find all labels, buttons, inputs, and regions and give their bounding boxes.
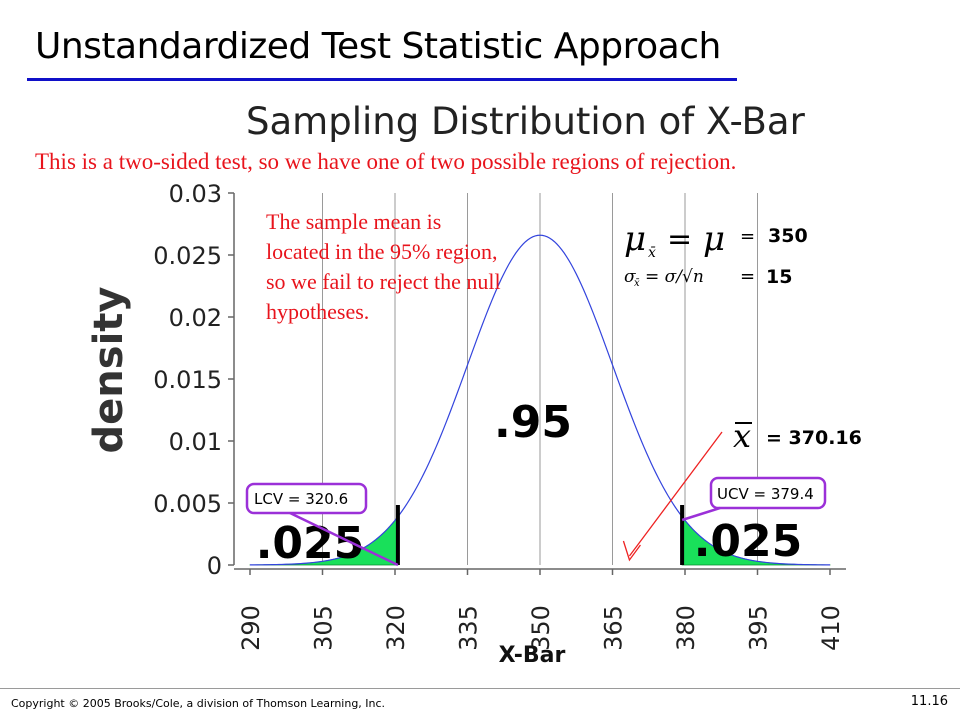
y-tick-label: 0.005: [153, 490, 222, 518]
mu-value: 350: [768, 225, 808, 247]
y-tick-label: 0: [207, 552, 222, 580]
region-label-1: .95: [494, 397, 572, 448]
footer-divider: [0, 688, 960, 689]
chart-title: Sampling Distribution of X-Bar: [246, 100, 805, 143]
ucv-callout-pointer: [681, 506, 721, 522]
title-underline: [27, 78, 737, 81]
sigma-value: 15: [766, 266, 792, 288]
sigma-subscript: x̄: [634, 278, 640, 289]
footer-copyright: Copyright © 2005 Brooks/Cole, a division…: [11, 697, 386, 710]
sample-mean-arrow: [628, 431, 723, 557]
lcv-callout-text: LCV = 320.6: [254, 490, 348, 508]
sample-mean-value: = 370.16: [766, 427, 862, 449]
mu-subscript: x̄: [648, 245, 656, 261]
sigma-formula: σ: [624, 267, 636, 287]
x-tick-label: 410: [817, 605, 845, 651]
xbar-symbol: x: [733, 417, 751, 455]
mu-xbar-symbol: μ: [624, 219, 646, 259]
lcv-callout-box: [245, 482, 368, 515]
sampling-distribution-chart: 0 0.005 0.01 0.015 0.02 0.025 0.03 290 305 320 335…: [86, 180, 862, 668]
y-tick-label: 0.03: [169, 180, 222, 208]
sigma-value-equals: =: [740, 266, 755, 287]
lcv-callout: LCV = 320.6: [245, 482, 399, 567]
mu-symbol: μ: [703, 219, 725, 259]
decision-note: The sample mean is located in the 95% re…: [266, 209, 501, 324]
y-tick-label: 0.015: [153, 366, 222, 394]
ucv-callout: UCV = 379.4: [681, 476, 827, 522]
sample-mean-arrowhead: [622, 540, 641, 562]
x-tick-label: 290: [237, 605, 265, 651]
x-tick-label: 380: [672, 605, 700, 651]
x-tick-label: 365: [600, 605, 628, 651]
annotations: .025 .95 .025 LCV = 320.6 UCV = 379.4 x = 370.…: [245, 219, 862, 569]
two-sided-note: This is a two-sided test, so we have one…: [35, 149, 737, 174]
tick-labels: 0 0.005 0.01 0.015 0.02 0.025 0.03 290 305 320 335…: [86, 180, 845, 668]
y-axis-title: density: [86, 287, 132, 454]
region-label-2: .025: [694, 516, 803, 567]
x-tick-label: 335: [455, 605, 483, 651]
density-curve-group: [249, 234, 831, 566]
x-tick-label: 305: [310, 605, 338, 651]
mu-equals: =: [667, 222, 692, 257]
x-axis-title: X-Bar: [499, 643, 566, 668]
region-label-0: .025: [256, 518, 365, 569]
y-tick-label: 0.025: [153, 242, 222, 270]
y-tick-label: 0.01: [169, 428, 222, 456]
page-number: 11.16: [910, 694, 948, 709]
mu-value-equals: =: [740, 226, 755, 247]
lcv-callout-pointer: [289, 511, 399, 567]
slide-title: Unstandardized Test Statistic Approach: [35, 26, 721, 67]
y-tick-label: 0.02: [169, 304, 222, 332]
x-tick-label: 395: [745, 605, 773, 651]
ucv-callout-text: UCV = 379.4: [717, 485, 814, 503]
x-tick-label: 350: [527, 605, 555, 651]
sigma-rhs: = σ/√n: [645, 267, 704, 287]
ucv-callout-box: [709, 476, 827, 510]
density-curve: [249, 234, 831, 566]
axes: [228, 192, 846, 575]
x-tick-label: 320: [382, 605, 410, 651]
